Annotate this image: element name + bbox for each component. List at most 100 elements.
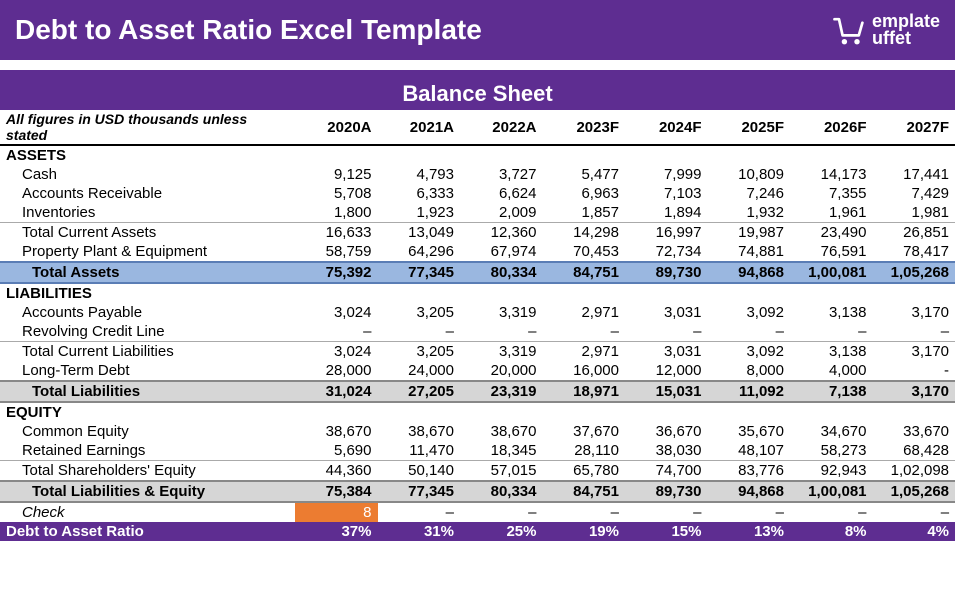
cell: 80,334 <box>460 481 543 502</box>
cell: 74,881 <box>708 242 791 262</box>
row-label: Total Assets <box>0 262 295 283</box>
cell: 25% <box>460 522 543 541</box>
cell: 4,793 <box>378 165 461 184</box>
row-tle: Total Liabilities & Equity75,38477,34580… <box>0 481 955 502</box>
year-header: 2025F <box>708 110 791 145</box>
cell: 74,700 <box>625 461 708 482</box>
cell: 17,441 <box>873 165 955 184</box>
row-label: Check <box>0 502 295 522</box>
cell: 7,138 <box>790 381 873 402</box>
cell: 14,173 <box>790 165 873 184</box>
cell: 57,015 <box>460 461 543 482</box>
cell: 50,140 <box>378 461 461 482</box>
cell: - <box>873 361 955 381</box>
year-header: 2026F <box>790 110 873 145</box>
cell: 72,734 <box>625 242 708 262</box>
subtitle: All figures in USD thousands unless stat… <box>0 110 295 145</box>
cell: 23,490 <box>790 223 873 243</box>
cell: 23,319 <box>460 381 543 402</box>
row-tca: Total Current Assets16,63313,04912,36014… <box>0 223 955 243</box>
cell: 84,751 <box>543 481 626 502</box>
cell: 3,092 <box>708 342 791 362</box>
cell: 2,971 <box>543 303 626 322</box>
cell: 11,470 <box>378 441 461 461</box>
cell: 3,024 <box>295 303 378 322</box>
cell: 3,092 <box>708 303 791 322</box>
cell: 36,670 <box>625 422 708 441</box>
row-cash: Cash9,1254,7933,7275,4777,99910,80914,17… <box>0 165 955 184</box>
row-label: Total Current Liabilities <box>0 342 295 362</box>
cell: – <box>543 322 626 342</box>
sheet-title: Balance Sheet <box>0 78 955 110</box>
row-label: Total Liabilities & Equity <box>0 481 295 502</box>
row-inv: Inventories1,8001,9232,0091,8571,8941,93… <box>0 203 955 223</box>
cell: – <box>378 322 461 342</box>
cell: – <box>873 502 955 522</box>
cell: 48,107 <box>708 441 791 461</box>
spacer <box>0 60 955 70</box>
cell: 16,997 <box>625 223 708 243</box>
spacer <box>0 70 955 78</box>
cell: – <box>625 322 708 342</box>
cell: 38,670 <box>460 422 543 441</box>
cell: – <box>543 502 626 522</box>
cell: 3,031 <box>625 303 708 322</box>
cell: 12,360 <box>460 223 543 243</box>
cell: 3,319 <box>460 303 543 322</box>
section-equity: EQUITY <box>0 402 955 422</box>
cell: 3,024 <box>295 342 378 362</box>
years-row: All figures in USD thousands unless stat… <box>0 110 955 145</box>
row-check: Check8––––––– <box>0 502 955 522</box>
cell: – <box>625 502 708 522</box>
cell: 24,000 <box>378 361 461 381</box>
row-ratio: Debt to Asset Ratio37%31%25%19%15%13%8%4… <box>0 522 955 541</box>
cell: 38,030 <box>625 441 708 461</box>
row-label: Total Current Assets <box>0 223 295 243</box>
cell: 6,963 <box>543 184 626 203</box>
cell: – <box>378 502 461 522</box>
cell: 5,690 <box>295 441 378 461</box>
cell: 16,000 <box>543 361 626 381</box>
cell: 89,730 <box>625 481 708 502</box>
row-ppe: Property Plant & Equipment58,75964,29667… <box>0 242 955 262</box>
cell: 3,138 <box>790 342 873 362</box>
cell: 1,857 <box>543 203 626 223</box>
year-header: 2027F <box>873 110 955 145</box>
cell: 6,624 <box>460 184 543 203</box>
cell: 83,776 <box>708 461 791 482</box>
cell: 1,932 <box>708 203 791 223</box>
cell: 37% <box>295 522 378 541</box>
row-label: Inventories <box>0 203 295 223</box>
cell: 31% <box>378 522 461 541</box>
cell: 77,345 <box>378 481 461 502</box>
cell: 68,428 <box>873 441 955 461</box>
section-label: ASSETS <box>0 145 295 165</box>
cell: – <box>460 502 543 522</box>
cell: 31,024 <box>295 381 378 402</box>
year-header: 2020A <box>295 110 378 145</box>
cell: 58,759 <box>295 242 378 262</box>
row-ar: Accounts Receivable5,7086,3336,6246,9637… <box>0 184 955 203</box>
cell: – <box>790 502 873 522</box>
cell: 64,296 <box>378 242 461 262</box>
cell: 1,02,098 <box>873 461 955 482</box>
cell: 1,800 <box>295 203 378 223</box>
cell: 67,974 <box>460 242 543 262</box>
sheet-title-row: Balance Sheet <box>0 78 955 110</box>
year-header: 2024F <box>625 110 708 145</box>
section-assets: ASSETS <box>0 145 955 165</box>
cell: 70,453 <box>543 242 626 262</box>
cell: 13% <box>708 522 791 541</box>
row-total-liab: Total Liabilities31,02427,20523,31918,97… <box>0 381 955 402</box>
cell: 18,971 <box>543 381 626 402</box>
cell: 4,000 <box>790 361 873 381</box>
cell: 84,751 <box>543 262 626 283</box>
cell: 8,000 <box>708 361 791 381</box>
cell: 3,138 <box>790 303 873 322</box>
cell: 27,205 <box>378 381 461 402</box>
cell: 5,708 <box>295 184 378 203</box>
cell: 80,334 <box>460 262 543 283</box>
cell: 76,591 <box>790 242 873 262</box>
cell: 3,205 <box>378 303 461 322</box>
cell: 34,670 <box>790 422 873 441</box>
